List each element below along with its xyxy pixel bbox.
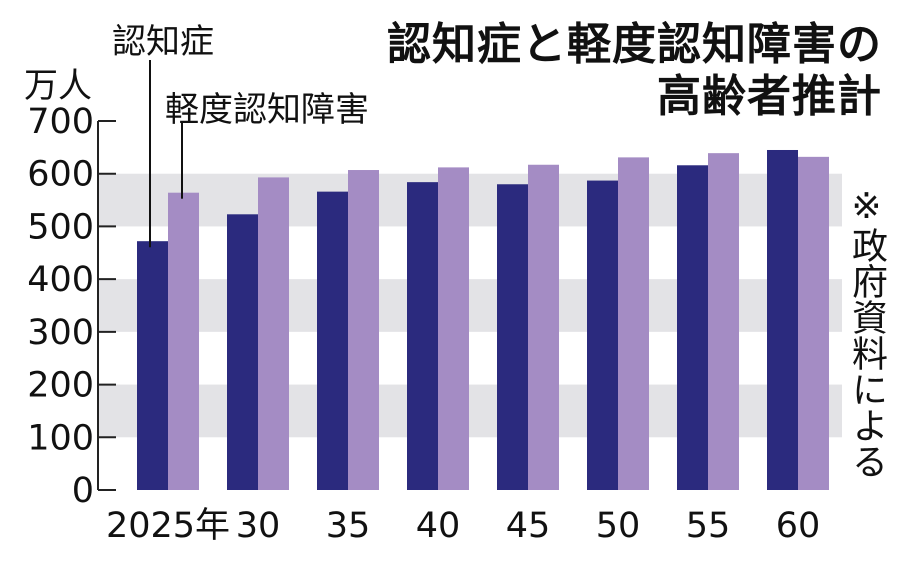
bar-dementia [677, 165, 708, 490]
bar-dementia [767, 149, 798, 490]
bar-mci [348, 170, 379, 490]
y-tick-label: 400 [27, 260, 94, 300]
x-tick-label: 50 [596, 506, 641, 546]
bar-dementia [407, 182, 438, 491]
legend-mci: 軽度認知障害 [165, 90, 369, 130]
bar-mci [528, 164, 559, 490]
y-tick-label: 100 [27, 418, 94, 458]
x-tick-label: 30 [236, 506, 281, 546]
y-tick-label: 600 [27, 155, 94, 195]
y-tick-label: 200 [27, 366, 94, 406]
bars [137, 149, 829, 491]
x-axis-ticks: 2025年 30 35 40 45 50 55 60 [106, 506, 820, 546]
bar-dementia [227, 214, 258, 490]
bar-mci [798, 156, 829, 491]
bar-dementia [317, 191, 348, 490]
bar-dementia [587, 180, 618, 490]
bar-dementia [137, 241, 168, 490]
bar-mci [618, 157, 649, 490]
y-tick-label: 300 [27, 313, 94, 353]
legend-dementia: 認知症 [112, 22, 214, 62]
x-tick-label: 55 [686, 506, 731, 546]
x-tick-label: 35 [326, 506, 371, 546]
y-axis-unit: 万人 [24, 66, 92, 106]
y-axis-ticks: 0 100 200 300 400 500 600 700 [27, 102, 116, 511]
y-tick-label: 500 [27, 207, 94, 247]
chart-title-line-2: 高齢者推計 [657, 71, 882, 122]
x-tick-label: 40 [416, 506, 461, 546]
bar-mci [168, 192, 199, 491]
bar-mci [708, 153, 739, 491]
x-tick-label: 2025年 [106, 506, 230, 546]
y-tick-label: 700 [27, 102, 94, 142]
x-tick-label: 45 [506, 506, 551, 546]
bar-mci [438, 167, 469, 491]
legend-leader-lines [149, 60, 183, 248]
x-tick-label: 60 [776, 506, 821, 546]
chart-title-line-1: 認知症と軽度認知障害の [387, 19, 882, 70]
y-tick-label: 0 [72, 471, 94, 511]
bar-dementia [497, 184, 528, 490]
bar-mci [258, 177, 289, 490]
source-note: ※政府資料による [846, 186, 887, 479]
